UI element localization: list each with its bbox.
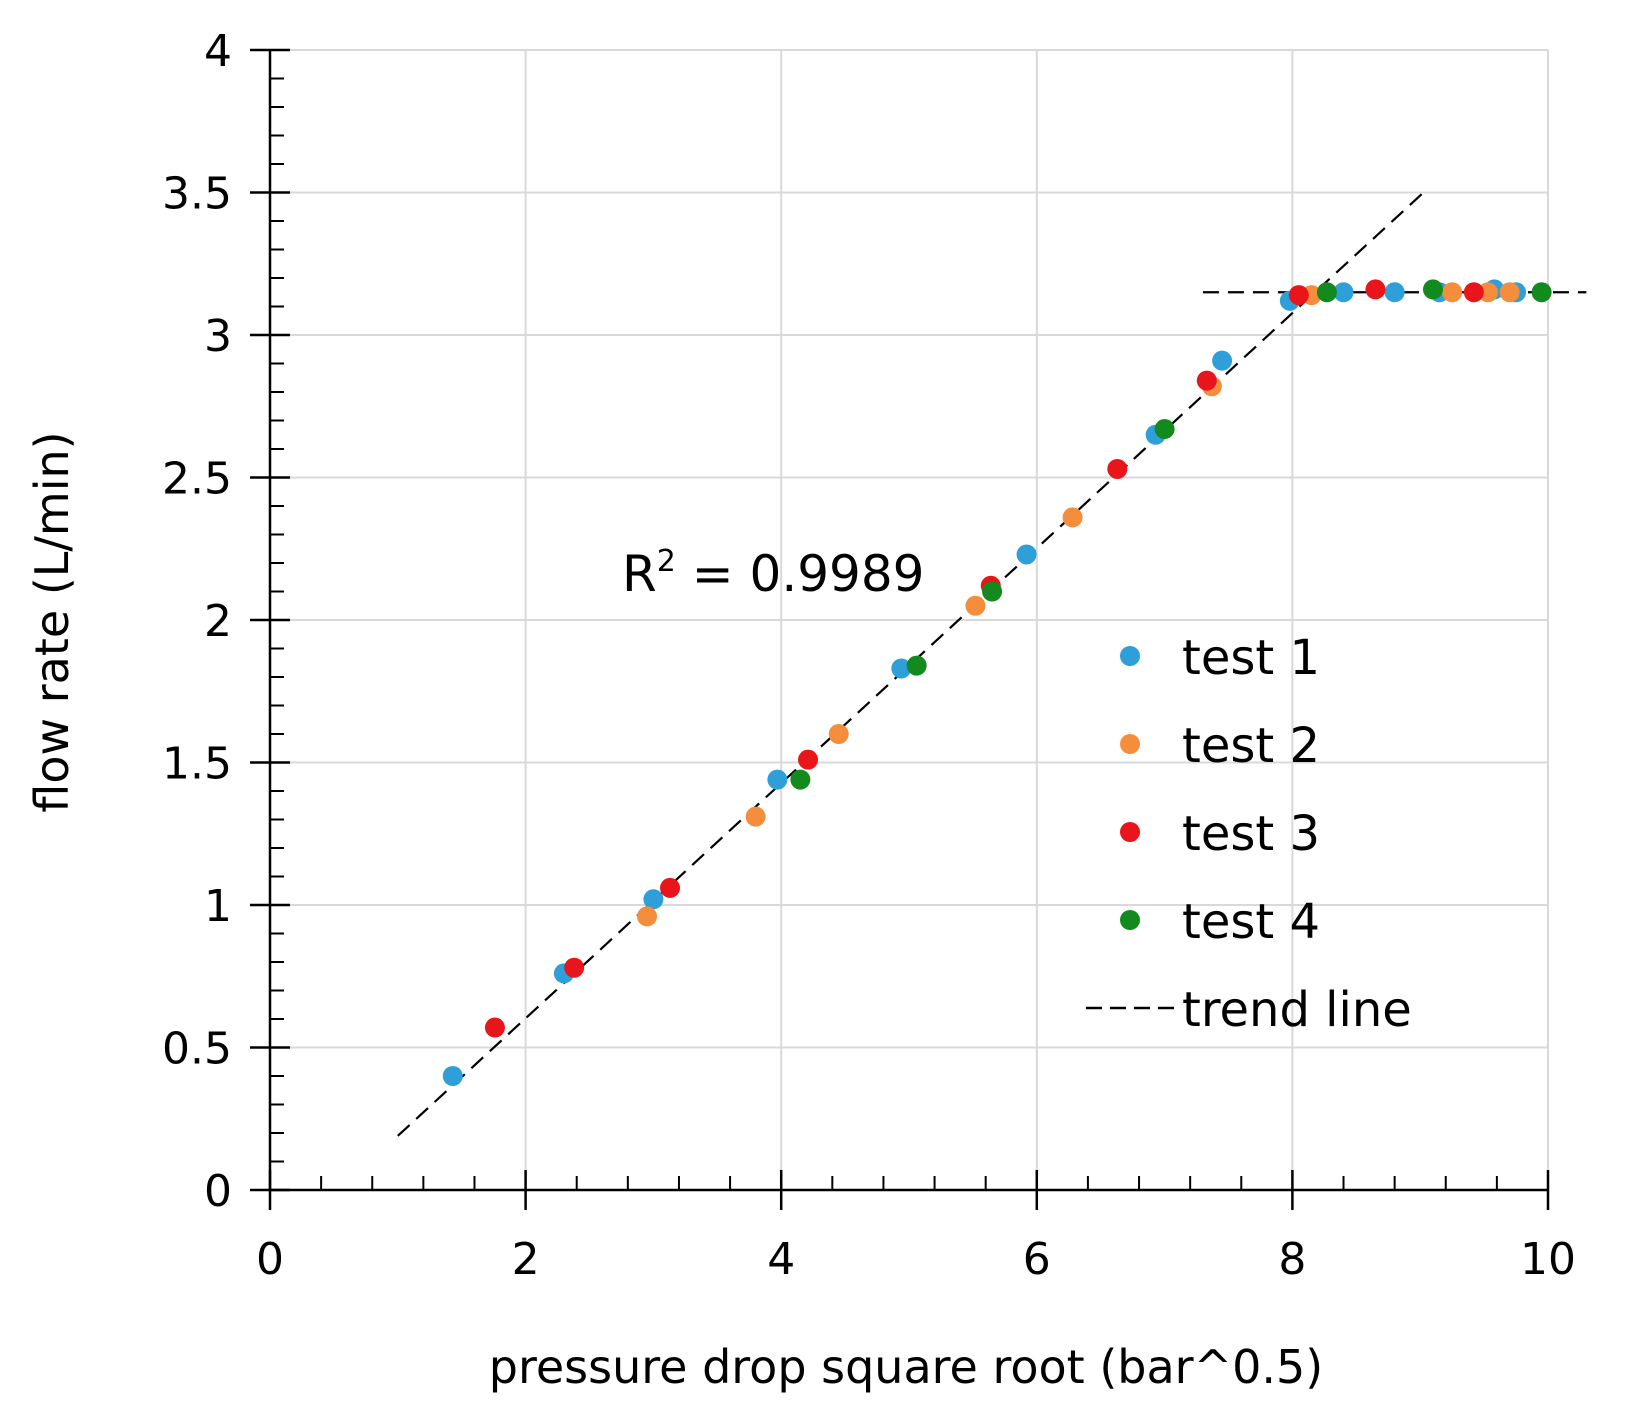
r-squared-annotation: R2 = 0.9989 (622, 544, 924, 603)
data-point (484, 1017, 505, 1038)
legend-label: test 4 (1182, 894, 1320, 950)
data-point (1442, 282, 1463, 303)
data-point (1422, 279, 1443, 300)
legend-marker (1120, 910, 1140, 930)
data-point (828, 724, 849, 744)
data-point (1531, 282, 1552, 303)
data-point (982, 581, 1003, 602)
data-points (442, 279, 1552, 1086)
y-tick-label: 1.5 (162, 739, 232, 790)
data-point (1062, 507, 1083, 528)
data-point (891, 658, 912, 679)
data-point (1196, 370, 1217, 391)
tick-labels: 0 2 4 6 8 10 0 0.5 1 1.5 2 2.5 3 3.5 4 (162, 26, 1576, 1285)
data-point (564, 957, 585, 978)
legend-marker (1120, 734, 1140, 754)
x-tick-label: 10 (1520, 1234, 1576, 1285)
x-tick-label: 6 (1023, 1234, 1051, 1285)
legend-marker (1120, 646, 1140, 666)
y-tick-label: 4 (204, 26, 232, 77)
data-point (1288, 285, 1309, 306)
data-point (965, 595, 986, 616)
data-point (790, 769, 811, 790)
data-point (442, 1066, 463, 1086)
legend-marker (1120, 822, 1140, 842)
legend-label: test 3 (1182, 806, 1320, 862)
y-tick-label: 3 (204, 311, 232, 362)
data-point (1154, 419, 1175, 440)
data-point (1107, 458, 1128, 479)
data-point (1016, 544, 1037, 565)
data-point (637, 906, 658, 927)
x-axis-title: pressure drop square root (bar^0.5) (489, 1340, 1323, 1394)
y-tick-label: 3.5 (162, 169, 232, 220)
data-point (1499, 282, 1520, 303)
minor-ticks (270, 77, 1498, 1190)
legend-label: test 2 (1182, 718, 1320, 774)
grid-lines (270, 49, 1549, 1190)
axes (250, 48, 1550, 1210)
y-axis-title: flow rate (L/min) (25, 431, 79, 812)
y-tick-label: 0 (204, 1166, 232, 1217)
data-point (1463, 282, 1484, 303)
data-point (906, 655, 927, 676)
y-tick-label: 2.5 (162, 454, 232, 505)
legend-label: trend line (1182, 982, 1412, 1038)
x-tick-label: 4 (767, 1234, 795, 1285)
data-point (643, 889, 664, 910)
data-point (767, 769, 788, 790)
data-point (1477, 282, 1498, 303)
x-tick-label: 0 (256, 1234, 284, 1285)
legend-label: test 1 (1182, 630, 1320, 686)
data-point (745, 806, 766, 827)
legend: test 1 test 2 test 3 test 4 trend line (1086, 630, 1412, 1038)
y-tick-label: 2 (204, 596, 232, 647)
data-point (1333, 282, 1354, 303)
data-point (1212, 350, 1233, 371)
data-point (1316, 282, 1337, 303)
y-tick-label: 1 (204, 881, 232, 932)
data-point (1365, 279, 1386, 300)
data-point (1384, 282, 1405, 303)
x-tick-label: 8 (1278, 1234, 1306, 1285)
data-point (798, 749, 819, 770)
data-point (660, 877, 681, 898)
y-tick-label: 0.5 (162, 1024, 232, 1075)
x-tick-label: 2 (512, 1234, 540, 1285)
